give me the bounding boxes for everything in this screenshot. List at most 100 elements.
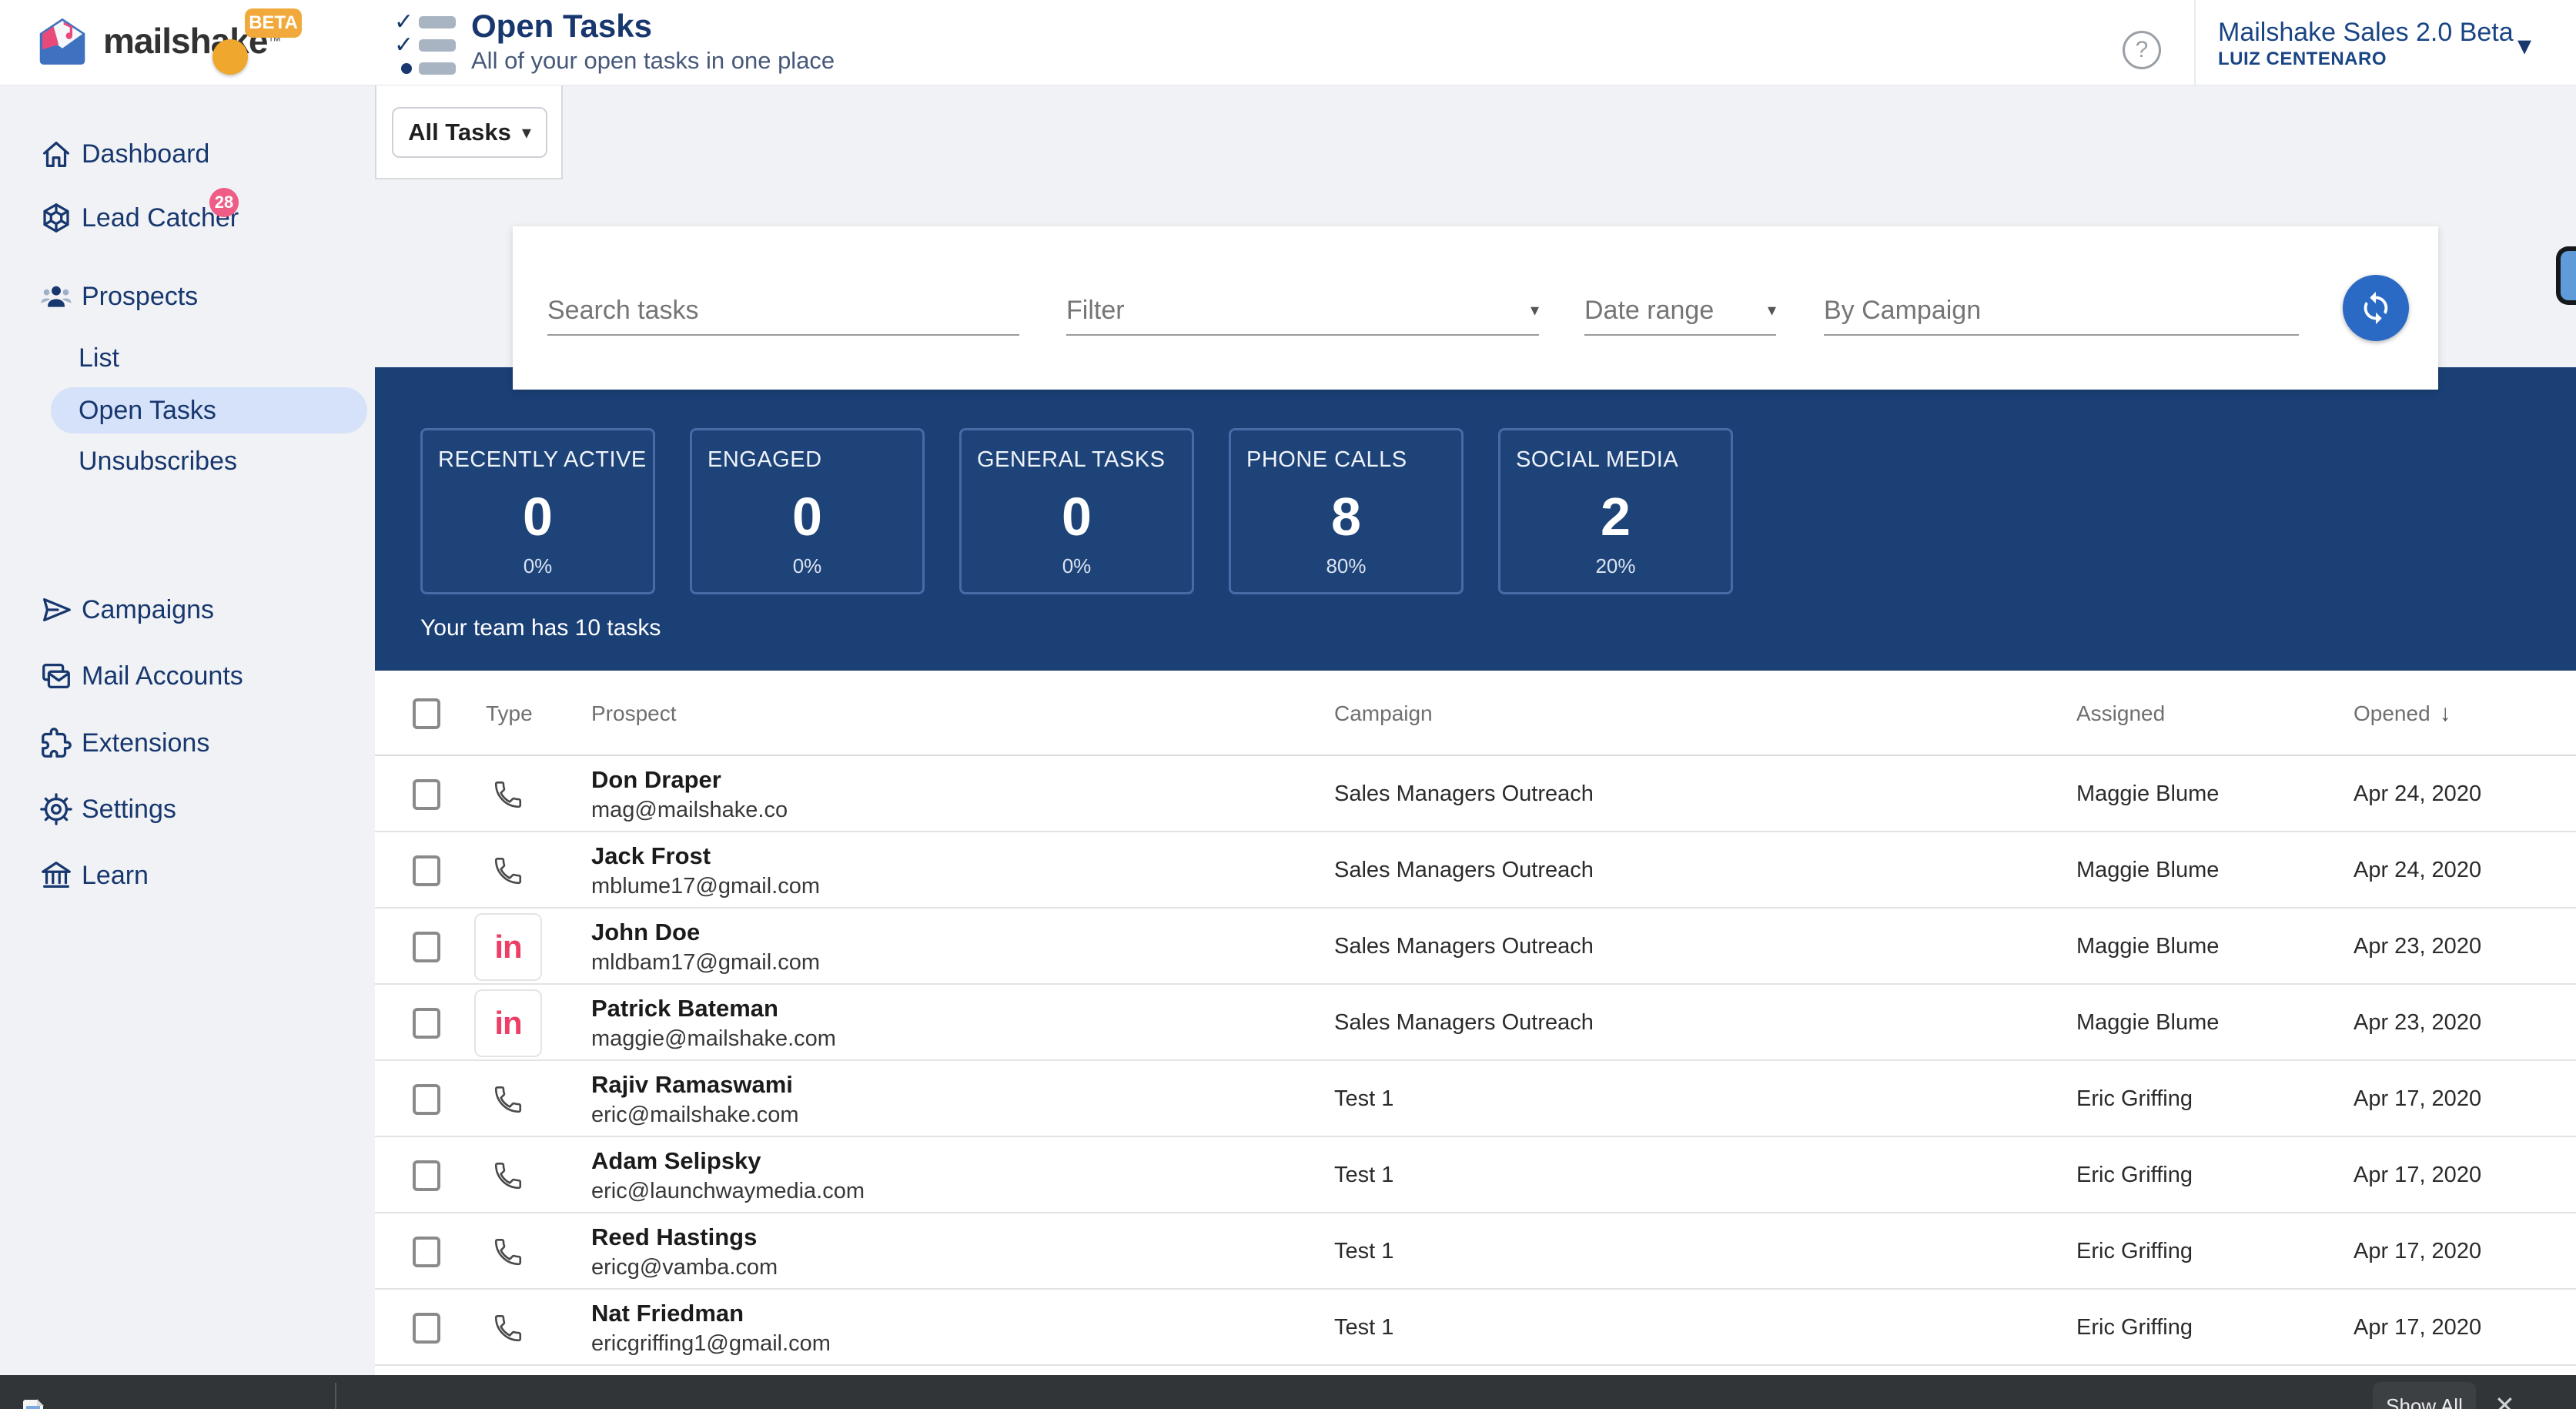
show-all-downloads-button[interactable]: Show All bbox=[2373, 1382, 2476, 1409]
sidebar-item-unsubscribes[interactable]: Unsubscribes bbox=[0, 436, 375, 487]
row-checkbox[interactable] bbox=[413, 1008, 440, 1039]
sidebar-item-list[interactable]: List bbox=[0, 333, 375, 383]
all-tasks-dropdown[interactable]: All Tasks ▾ bbox=[392, 107, 547, 158]
assigned-cell: Maggie Blume bbox=[2076, 934, 2219, 959]
prospect-cell[interactable]: John Doemldbam17@gmail.com bbox=[591, 909, 820, 985]
opened-cell: Apr 24, 2020 bbox=[2354, 858, 2481, 883]
stat-label: GENERAL TASKS bbox=[977, 447, 1166, 473]
sidebar-item-dashboard[interactable]: Dashboard bbox=[0, 126, 375, 182]
mail-icon bbox=[38, 658, 74, 694]
campaign-cell: Sales Managers Outreach bbox=[1334, 1010, 1594, 1036]
linkedin-icon: in bbox=[474, 989, 542, 1057]
prospect-cell[interactable]: Patrick Batemanmaggie@mailshake.com bbox=[591, 985, 836, 1061]
prospect-cell[interactable]: Adam Selipskyeric@launchwaymedia.com bbox=[591, 1137, 865, 1213]
sidebar-item-campaigns[interactable]: Campaigns bbox=[0, 581, 375, 638]
sidebar-item-label: Dashboard bbox=[82, 139, 209, 169]
sidebar-item-prospects[interactable]: Prospects bbox=[0, 268, 375, 325]
prospect-email: mldbam17@gmail.com bbox=[591, 948, 820, 977]
sidebar-item-mail-accounts[interactable]: Mail Accounts bbox=[0, 648, 375, 704]
by-campaign-input[interactable] bbox=[1824, 286, 2299, 334]
row-checkbox[interactable] bbox=[413, 932, 440, 962]
stat-value: 2 bbox=[1500, 486, 1731, 547]
task-type-cell: in bbox=[467, 985, 549, 1061]
table-row: Adam Selipskyeric@launchwaymedia.com Test… bbox=[375, 1137, 2576, 1213]
table-row: in John Doemldbam17@gmail.com Sales Manage… bbox=[375, 909, 2576, 985]
phone-icon bbox=[492, 1083, 524, 1116]
filter-select-label: Filter bbox=[1066, 296, 1125, 326]
sidebar-item-open-tasks[interactable]: Open Tasks bbox=[0, 385, 375, 436]
sidebar-item-settings[interactable]: Settings bbox=[0, 781, 375, 838]
table-row: Nat Friedmanericgriffing1@gmail.comTest … bbox=[375, 1290, 2576, 1366]
download-bar-divider bbox=[335, 1383, 336, 1409]
row-checkbox[interactable] bbox=[413, 855, 440, 886]
task-type-cell: in bbox=[467, 909, 549, 985]
stat-value: 0 bbox=[692, 486, 922, 547]
prospect-email: maggie@mailshake.com bbox=[591, 1024, 836, 1053]
task-type-cell bbox=[467, 1137, 549, 1213]
row-checkbox[interactable] bbox=[413, 1237, 440, 1267]
top-header: mailshake™ BETA ✓ ✓ Open Tasks All of yo… bbox=[0, 0, 2576, 85]
opened-cell: Apr 17, 2020 bbox=[2354, 1163, 2481, 1188]
sidebar-item-lead-catcher[interactable]: Lead Catcher28 bbox=[0, 189, 375, 246]
date-range-select[interactable]: Date range ▾ bbox=[1584, 286, 1776, 336]
prospect-cell[interactable]: Reed Hastingsericg@vamba.com bbox=[591, 1213, 778, 1290]
stat-percent: 20% bbox=[1500, 554, 1731, 578]
stat-value: 0 bbox=[423, 486, 653, 547]
stat-percent: 0% bbox=[423, 554, 653, 578]
send-icon bbox=[38, 592, 74, 628]
sidebar-item-label: Extensions bbox=[82, 728, 209, 758]
page-subtitle: All of your open tasks in one place bbox=[471, 45, 835, 77]
download-bar: Show All ✕ bbox=[0, 1375, 2576, 1409]
prospect-cell[interactable]: Don Drapermag@mailshake.co bbox=[591, 756, 788, 832]
help-icon[interactable]: ? bbox=[2123, 31, 2161, 69]
prospect-name: Rajiv Ramaswami bbox=[591, 1069, 793, 1100]
row-checkbox[interactable] bbox=[413, 779, 440, 810]
campaign-field-wrap bbox=[1824, 286, 2299, 336]
sidebar-item-label: Unsubscribes bbox=[79, 447, 237, 477]
campaign-cell: Sales Managers Outreach bbox=[1334, 934, 1594, 959]
close-icon[interactable]: ✕ bbox=[2494, 1391, 2515, 1409]
prospect-cell[interactable]: Nat Friedmanericgriffing1@gmail.com bbox=[591, 1290, 831, 1366]
assigned-cell: Maggie Blume bbox=[2076, 781, 2219, 807]
downloaded-file-icon[interactable] bbox=[23, 1400, 43, 1409]
search-input[interactable] bbox=[547, 286, 1019, 334]
stat-percent: 0% bbox=[962, 554, 1192, 578]
sort-desc-icon: ↓ bbox=[2440, 701, 2451, 727]
beta-block: BETA bbox=[245, 8, 302, 38]
prospect-name: Patrick Bateman bbox=[591, 993, 778, 1024]
sidebar-item-learn[interactable]: Learn bbox=[0, 847, 375, 904]
row-checkbox[interactable] bbox=[413, 1313, 440, 1344]
task-type-cell bbox=[467, 1290, 549, 1366]
sidebar-item-label: Mail Accounts bbox=[82, 661, 243, 691]
filter-card: Filter ▾ Date range ▾ bbox=[513, 226, 2438, 390]
row-checkbox[interactable] bbox=[413, 1084, 440, 1115]
select-all-checkbox[interactable] bbox=[413, 698, 440, 729]
stat-label: SOCIAL MEDIA bbox=[1516, 447, 1678, 473]
assigned-cell: Eric Griffing bbox=[2076, 1315, 2193, 1340]
phone-icon bbox=[492, 855, 524, 887]
prospect-name: Jack Frost bbox=[591, 841, 711, 872]
task-type-cell bbox=[467, 1213, 549, 1290]
row-checkbox[interactable] bbox=[413, 1160, 440, 1191]
opened-cell: Apr 17, 2020 bbox=[2354, 1086, 2481, 1112]
filter-select[interactable]: Filter ▾ bbox=[1066, 286, 1539, 336]
prospect-cell[interactable]: Jack Frostmblume17@gmail.com bbox=[591, 832, 820, 909]
sidebar-item-label: Campaigns bbox=[82, 595, 214, 625]
sidebar-nav: Dashboard Lead Catcher28 Prospects ListOpen… bbox=[0, 85, 375, 1409]
chevron-down-icon[interactable]: ▾ bbox=[2517, 29, 2531, 62]
column-header-opened[interactable]: Opened ↓ bbox=[2354, 671, 2451, 756]
puzzle-icon bbox=[38, 725, 74, 761]
account-menu[interactable]: Mailshake Sales 2.0 Beta LUIZ CENTENARO bbox=[2218, 17, 2514, 71]
stat-label: ENGAGED bbox=[708, 447, 822, 473]
campaign-cell: Test 1 bbox=[1334, 1163, 1393, 1188]
column-header-campaign: Campaign bbox=[1334, 671, 1433, 756]
refresh-button[interactable] bbox=[2343, 275, 2409, 341]
prospect-cell[interactable]: Rajiv Ramaswamieric@mailshake.com bbox=[591, 1061, 799, 1137]
stat-label: RECENTLY ACTIVE bbox=[438, 447, 647, 473]
page-title: Open Tasks bbox=[471, 8, 835, 45]
campaign-cell: Test 1 bbox=[1334, 1239, 1393, 1264]
sidebar-item-extensions[interactable]: Extensions bbox=[0, 715, 375, 771]
stats-panel: RECENTLY ACTIVE 0 0% ENGAGED 0 0% GENERAL TASK… bbox=[375, 367, 2576, 671]
edge-widget-tab[interactable] bbox=[2556, 246, 2576, 305]
table-row: Rajiv Ramaswamieric@mailshake.comTest 1E… bbox=[375, 1061, 2576, 1137]
